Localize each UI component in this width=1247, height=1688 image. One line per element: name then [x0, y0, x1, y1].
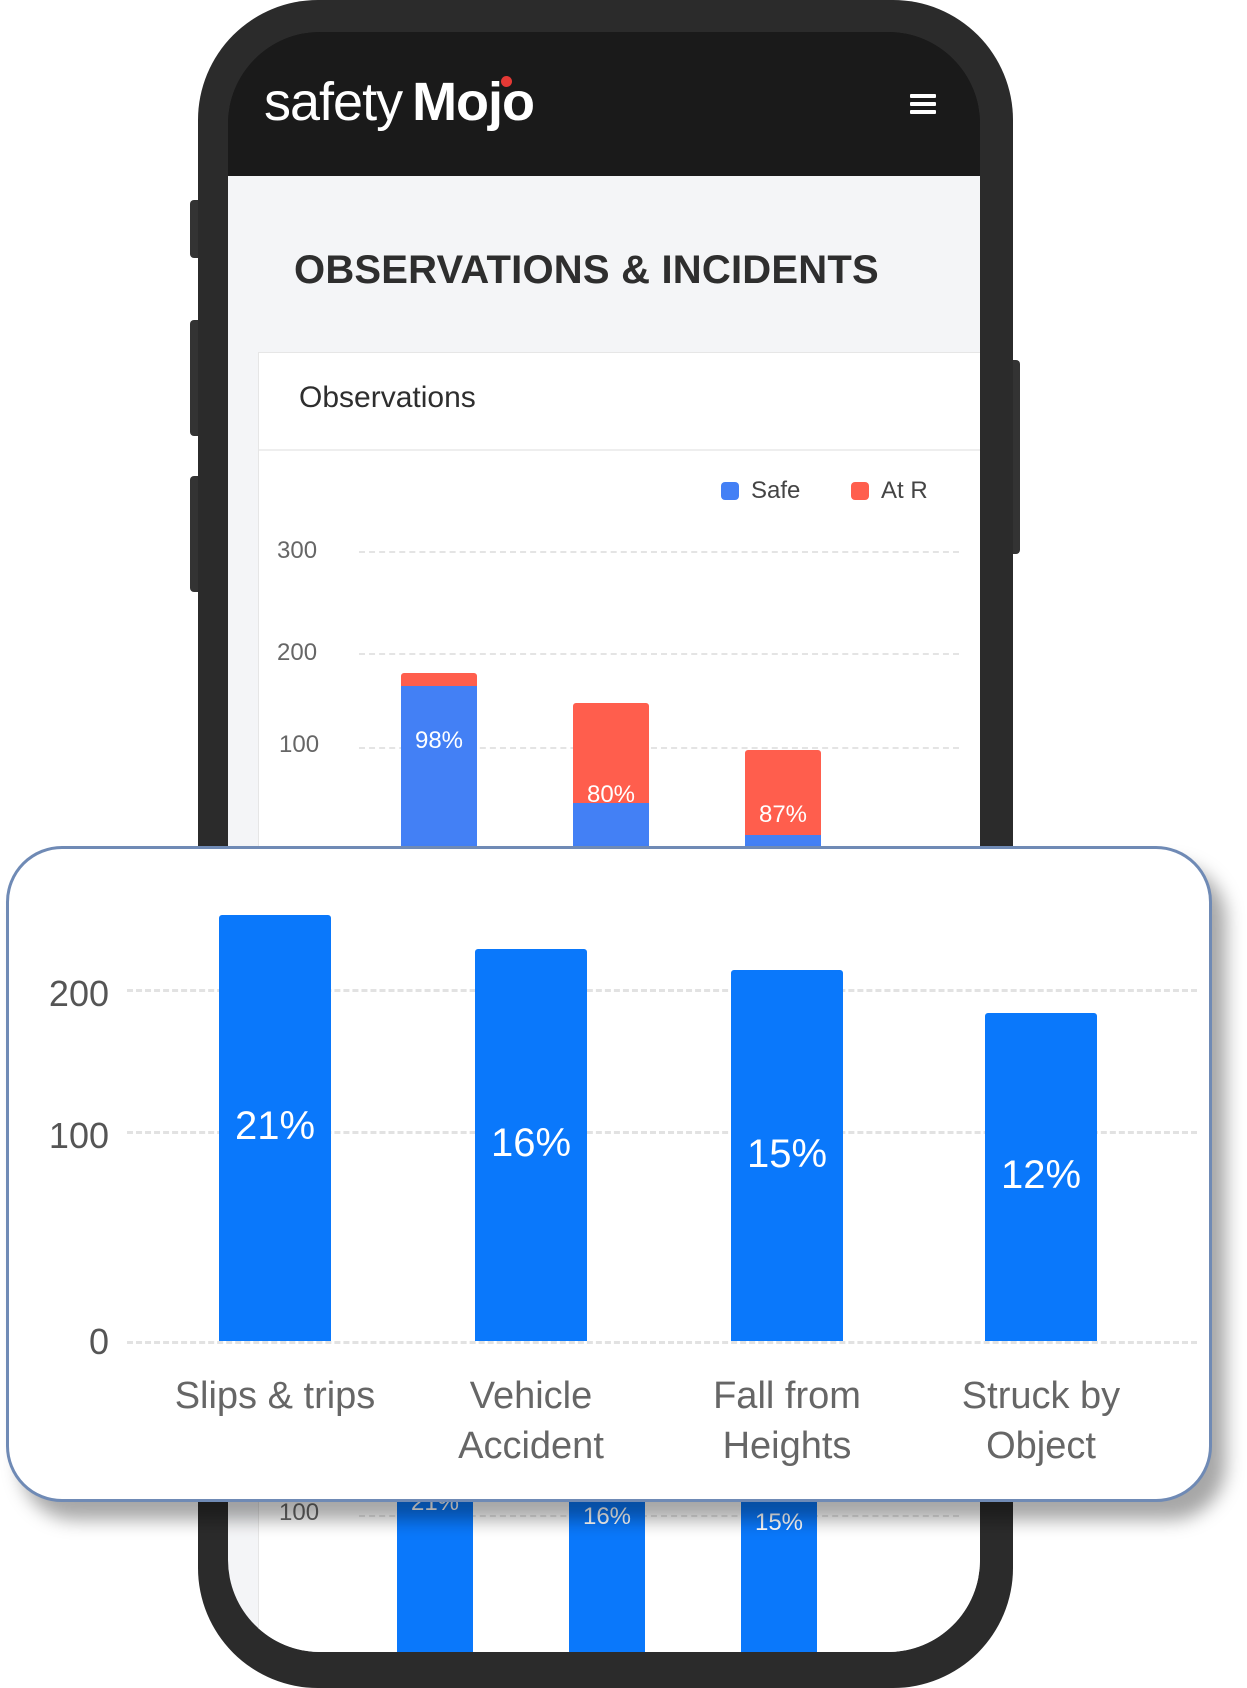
y-tick-label: 100: [48, 1115, 109, 1156]
legend-swatch-safe: [721, 482, 739, 500]
y-tick-label: 200: [277, 639, 318, 666]
logo-text-light: safety: [264, 72, 403, 132]
bar-data-label: 16%: [582, 1503, 632, 1530]
x-category-label-line: Heights: [722, 1425, 852, 1467]
gridline: [359, 653, 959, 655]
legend-item-safe[interactable]: Safe: [721, 477, 800, 505]
gridline: [127, 1341, 1197, 1344]
x-category-label: Vehicle Accident: [401, 1371, 661, 1471]
x-category-label-line: Slips & trips: [174, 1375, 376, 1417]
x-category-label: Fall from Heights: [657, 1371, 917, 1471]
logo-text-bold: Mojo: [412, 72, 535, 132]
x-category-label: Struck by Object: [911, 1371, 1171, 1471]
legend-item-at-risk[interactable]: At R: [851, 477, 928, 505]
y-tick-label: 100: [279, 1499, 320, 1526]
legend-label: At R: [881, 477, 928, 504]
x-category-label: Slips & trips: [145, 1371, 405, 1421]
hamburger-menu-icon[interactable]: [910, 94, 936, 114]
gridline: [127, 1131, 1197, 1134]
bar-data-label: 15%: [746, 1131, 828, 1176]
bar-data-label: 16%: [490, 1121, 572, 1166]
bar-data-label: 98%: [414, 727, 464, 754]
card-title: Observations: [299, 381, 476, 414]
y-tick-label: 0: [88, 1321, 109, 1362]
safety-mojo-logo[interactable]: safety Mojo: [264, 70, 535, 134]
incident-bar[interactable]: [219, 915, 331, 1341]
bar-data-label: 12%: [1000, 1152, 1082, 1197]
y-tick-label: 300: [277, 537, 318, 564]
bar-at-risk[interactable]: [745, 750, 821, 835]
card-divider: [259, 449, 980, 451]
app-header: safety Mojo: [228, 32, 980, 176]
gridline: [127, 989, 1197, 992]
legend-swatch-at-risk: [851, 482, 869, 500]
gridline: [359, 1515, 959, 1517]
bar-data-label: 87%: [758, 801, 808, 828]
bar-data-label: 15%: [754, 1509, 804, 1536]
x-category-label-line: Fall from: [713, 1375, 861, 1417]
legend-label: Safe: [751, 477, 801, 504]
bar-data-label: 21%: [234, 1104, 316, 1148]
incidents-chart-callout: 200 100 0 21% Slips & trips 16% Vehicle Acci…: [6, 846, 1212, 1502]
logo-dot: [501, 76, 513, 87]
bar-data-label: 80%: [586, 781, 636, 808]
logo-text-mojo: Mojo: [412, 72, 535, 132]
gridline: [359, 747, 959, 749]
x-category-label-line: Vehicle: [469, 1375, 593, 1417]
x-category-label-line: Accident: [458, 1425, 604, 1467]
incident-bar[interactable]: [731, 970, 843, 1341]
x-category-label-line: Object: [986, 1425, 1096, 1467]
x-category-label-line: Struck by: [961, 1375, 1121, 1417]
incident-bar[interactable]: [985, 1012, 1097, 1341]
bar-at-risk[interactable]: [573, 703, 649, 803]
gridline: [359, 551, 959, 553]
bar-at-risk[interactable]: [401, 673, 477, 686]
y-tick-label: 200: [48, 973, 109, 1014]
incident-bar[interactable]: [475, 949, 587, 1341]
y-tick-label: 100: [279, 731, 320, 758]
page-title: OBSERVATIONS & INCIDENTS: [294, 248, 879, 292]
